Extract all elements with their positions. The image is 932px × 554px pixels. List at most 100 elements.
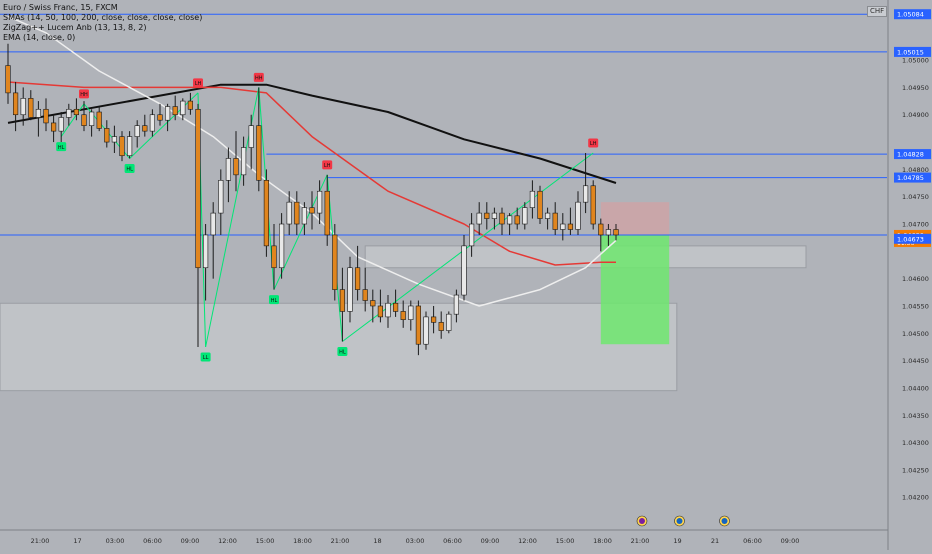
candle-body	[316, 190, 323, 214]
candle-74[interactable]	[567, 207, 573, 235]
candle-23[interactable]	[180, 98, 186, 121]
candle-16[interactable]	[127, 131, 133, 159]
candle-54[interactable]	[415, 300, 422, 356]
candle-50[interactable]	[385, 295, 391, 328]
event-marker-1[interactable]	[674, 515, 685, 527]
candle-64[interactable]	[491, 207, 498, 230]
candle-55[interactable]	[423, 311, 429, 350]
indicator-sma[interactable]: SMAs (14, 50, 100, 200, close, close, cl…	[3, 13, 203, 22]
candle-61[interactable]	[468, 213, 475, 257]
candle-25[interactable]	[195, 103, 201, 347]
candle-77[interactable]	[590, 180, 596, 230]
candle-35[interactable]	[271, 224, 277, 290]
candle-51[interactable]	[392, 289, 399, 317]
candle-28[interactable]	[218, 169, 224, 235]
event-marker-0[interactable]	[636, 515, 648, 527]
x-tick-label-0: 21:00	[31, 537, 50, 545]
candle-12[interactable]	[96, 106, 102, 132]
candle-27[interactable]	[210, 202, 216, 279]
candle-17[interactable]	[134, 120, 140, 148]
candle-3[interactable]	[28, 90, 34, 121]
candle-0[interactable]	[5, 43, 11, 104]
candle-15[interactable]	[119, 131, 125, 162]
candle-34[interactable]	[263, 169, 270, 257]
candle-20[interactable]	[157, 103, 163, 126]
candle-37[interactable]	[286, 191, 292, 235]
candle-70[interactable]	[537, 185, 543, 225]
candle-2[interactable]	[20, 87, 26, 126]
candle-73[interactable]	[560, 213, 566, 241]
candle-40[interactable]	[309, 191, 315, 230]
symbol-title[interactable]: Euro / Swiss Franc, 15, FXCM	[3, 3, 118, 12]
candle-78[interactable]	[598, 218, 604, 252]
candle-39[interactable]	[301, 202, 308, 235]
candle-45[interactable]	[347, 256, 353, 323]
candle-42[interactable]	[324, 174, 330, 246]
candle-57[interactable]	[438, 311, 444, 339]
candle-76[interactable]	[582, 152, 589, 214]
candle-38[interactable]	[294, 191, 300, 235]
candle-body	[430, 316, 437, 323]
candle-19[interactable]	[149, 109, 156, 137]
candle-56[interactable]	[430, 305, 437, 334]
candle-1[interactable]	[13, 81, 19, 132]
candle-30[interactable]	[233, 131, 239, 192]
candle-6[interactable]	[50, 114, 57, 143]
candle-47[interactable]	[362, 267, 368, 312]
candle-18[interactable]	[142, 114, 148, 137]
candle-43[interactable]	[332, 224, 338, 301]
candle-29[interactable]	[225, 147, 232, 203]
candle-63[interactable]	[484, 202, 490, 230]
x-axis[interactable]: 21:00 17 03:00 06:00 09:00 12:00 15:00 18:00 21:…	[0, 529, 888, 545]
chart-legend[interactable]: Euro / Swiss Franc, 15, FXCM SMAs (14, 5…	[3, 3, 202, 43]
candle-body	[203, 234, 209, 269]
candle-41[interactable]	[316, 180, 323, 225]
candle-59[interactable]	[453, 289, 460, 323]
candle-33[interactable]	[256, 87, 262, 192]
candle-22[interactable]	[172, 95, 178, 121]
candle-7[interactable]	[58, 112, 64, 143]
y-axis[interactable]: 1.05000 1.04950 1.04900 1.04800 1.04750 1.047…	[887, 0, 932, 550]
candle-36[interactable]	[278, 213, 285, 279]
candle-80[interactable]	[613, 224, 619, 241]
candle-24[interactable]	[187, 92, 194, 115]
candle-52[interactable]	[400, 300, 406, 328]
candle-body	[241, 147, 247, 176]
candles-layer[interactable]	[5, 43, 619, 356]
candle-26[interactable]	[203, 224, 209, 301]
candle-69[interactable]	[529, 180, 535, 219]
candle-79[interactable]	[605, 224, 611, 246]
candle-65[interactable]	[499, 207, 505, 235]
indicator-zigzag[interactable]: ZigZag++ Lucem Anb (13, 13, 8, 2)	[3, 23, 147, 32]
candle-5[interactable]	[43, 98, 49, 132]
candle-21[interactable]	[165, 103, 171, 132]
candle-62[interactable]	[476, 202, 482, 235]
candle-58[interactable]	[446, 311, 452, 334]
series-line-0	[7, 83, 617, 184]
candle-49[interactable]	[377, 289, 384, 323]
candle-75[interactable]	[575, 191, 581, 235]
events-layer[interactable]	[636, 515, 730, 527]
candle-32[interactable]	[248, 114, 254, 170]
candle-10[interactable]	[81, 101, 87, 132]
indicator-ema[interactable]: EMA (14, close, 0)	[3, 33, 76, 42]
candle-44[interactable]	[339, 267, 346, 342]
candle-60[interactable]	[461, 234, 467, 301]
candle-8[interactable]	[66, 103, 72, 126]
candle-48[interactable]	[370, 289, 376, 323]
candle-68[interactable]	[522, 202, 528, 230]
candle-53[interactable]	[408, 300, 414, 331]
candle-13[interactable]	[104, 120, 110, 148]
candle-67[interactable]	[514, 207, 520, 230]
candle-11[interactable]	[89, 109, 95, 137]
candle-4[interactable]	[35, 101, 41, 137]
candle-46[interactable]	[354, 245, 361, 301]
candle-72[interactable]	[552, 202, 558, 235]
candle-14[interactable]	[111, 125, 117, 153]
candle-31[interactable]	[241, 136, 247, 186]
candle-9[interactable]	[73, 98, 79, 121]
candle-71[interactable]	[544, 207, 551, 230]
event-marker-2[interactable]	[719, 515, 730, 527]
candle-66[interactable]	[506, 213, 513, 235]
